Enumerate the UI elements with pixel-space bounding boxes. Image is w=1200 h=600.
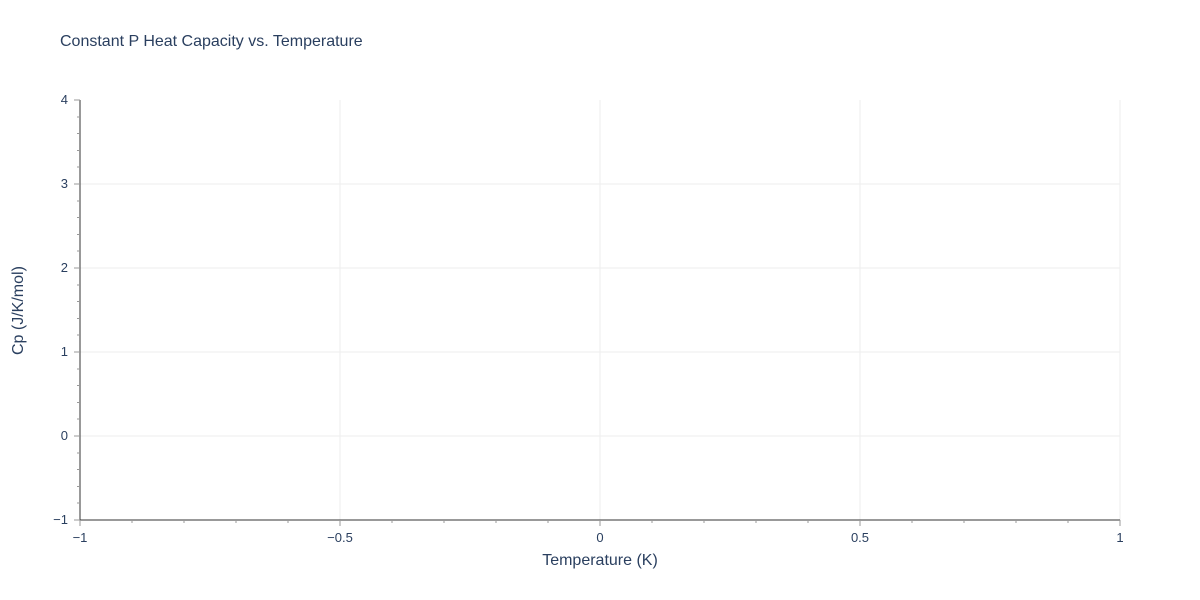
svg-text:0.5: 0.5 [851, 530, 869, 545]
svg-text:0: 0 [61, 428, 68, 443]
svg-text:1: 1 [1116, 530, 1123, 545]
svg-text:4: 4 [61, 92, 68, 107]
svg-text:−1: −1 [73, 530, 88, 545]
svg-text:2: 2 [61, 260, 68, 275]
svg-text:1: 1 [61, 344, 68, 359]
svg-text:−0.5: −0.5 [327, 530, 353, 545]
svg-text:0: 0 [596, 530, 603, 545]
svg-text:−1: −1 [53, 512, 68, 527]
svg-text:3: 3 [61, 176, 68, 191]
